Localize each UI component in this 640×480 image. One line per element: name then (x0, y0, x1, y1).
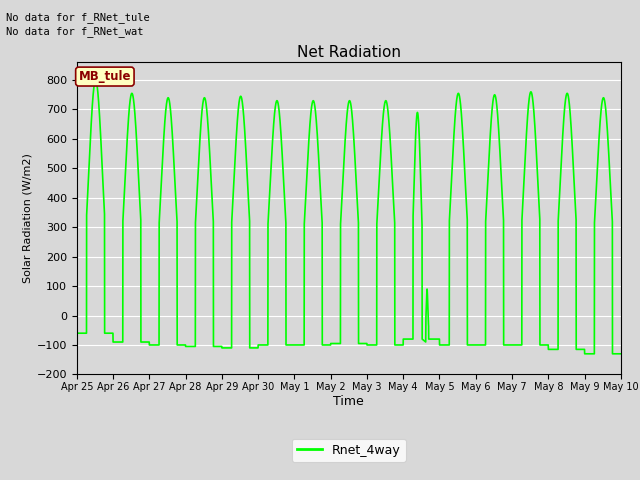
Text: MB_tule: MB_tule (79, 70, 131, 83)
Title: Net Radiation: Net Radiation (297, 45, 401, 60)
X-axis label: Time: Time (333, 395, 364, 408)
Text: No data for f_RNet_wat: No data for f_RNet_wat (6, 26, 144, 37)
Text: No data for f_RNet_tule: No data for f_RNet_tule (6, 12, 150, 23)
Y-axis label: Solar Radiation (W/m2): Solar Radiation (W/m2) (22, 154, 33, 283)
Legend: Rnet_4way: Rnet_4way (292, 439, 406, 462)
